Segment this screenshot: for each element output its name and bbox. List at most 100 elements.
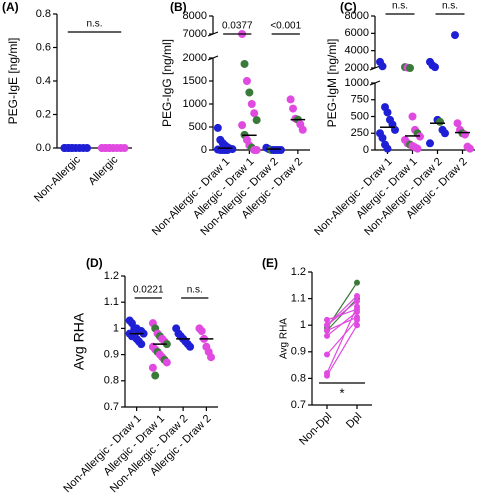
y-axis-label: PEG-IgE [ng/ml]: [6, 38, 20, 125]
y-axis-label: PEG-IgM [ng/ml]: [325, 39, 339, 128]
data-point: [406, 64, 414, 72]
data-point: [413, 144, 422, 153]
y-tick-label: 0.2: [36, 108, 51, 120]
y-tick-label: 1.1: [104, 296, 119, 308]
y-tick-label: 0: [201, 144, 207, 156]
data-point: [378, 133, 387, 142]
data-point: [242, 77, 251, 85]
data-point: [250, 109, 259, 118]
y-tick-label: 0: [363, 144, 369, 156]
data-point: [276, 146, 285, 154]
data-point: [378, 62, 387, 71]
y-tick-label: 1500: [183, 75, 207, 87]
data-point: [354, 303, 360, 310]
data-point: [238, 121, 247, 130]
panel-label: (B): [170, 0, 187, 14]
y-tick-label: 0.0: [36, 142, 51, 154]
y-tick-label: 500: [351, 110, 369, 122]
y-tick-label: 1: [300, 319, 306, 331]
data-point: [451, 31, 459, 40]
y-tick-label: 250: [351, 127, 369, 139]
y-tick-label: 6000: [345, 27, 369, 39]
panel-label: (D): [86, 256, 103, 270]
data-point: [383, 108, 392, 117]
data-point: [354, 279, 360, 286]
pair-line: [326, 300, 358, 326]
comparison-label: n.s.: [187, 285, 203, 296]
data-point: [324, 327, 330, 334]
y-tick-label: 4000: [345, 45, 369, 57]
data-point: [324, 351, 330, 358]
data-point: [426, 139, 434, 148]
panel-label: (C): [340, 0, 357, 14]
pair-line: [326, 319, 358, 355]
data-point: [240, 59, 249, 68]
y-tick-label: 500: [189, 121, 207, 133]
data-point: [162, 358, 171, 367]
y-tick-label: 0.8: [104, 375, 119, 387]
data-point: [105, 144, 114, 152]
y-tick-label: 1.2: [291, 266, 306, 278]
data-point: [466, 144, 474, 153]
data-point: [461, 130, 469, 139]
axis-break: [207, 55, 219, 61]
comparison-label: 0.0377: [222, 21, 253, 32]
x-tick-label: Non-Dpl: [297, 411, 334, 448]
data-point: [252, 116, 261, 125]
data-point: [354, 292, 360, 299]
data-point: [197, 327, 206, 336]
data-point: [245, 88, 254, 97]
data-point: [186, 342, 195, 351]
data-point: [453, 119, 462, 128]
data-point: [298, 125, 307, 134]
data-point: [252, 146, 261, 154]
data-point: [151, 371, 160, 380]
data-point: [383, 144, 392, 153]
x-tick-label: Non-Allergic: [32, 153, 83, 204]
y-tick-label: 8000: [345, 10, 369, 22]
y-tick-label: 1000: [183, 98, 207, 110]
y-tick-label: 2000: [183, 52, 207, 64]
y-tick-label: 0.4: [36, 75, 51, 87]
data-point: [324, 322, 330, 329]
y-tick-label: 0.9: [291, 346, 306, 358]
data-point: [213, 123, 222, 132]
data-point: [83, 144, 91, 152]
data-point: [354, 314, 360, 321]
x-tick-label: Dpl: [344, 411, 364, 431]
comparison-label: n.s.: [86, 19, 102, 30]
pair-line: [326, 324, 358, 377]
y-tick-label: 7000: [183, 28, 207, 40]
y-tick-label: 0.8: [291, 372, 306, 384]
panel-label: (A): [2, 0, 19, 14]
data-point: [148, 363, 157, 372]
y-tick-label: 1.2: [104, 270, 119, 282]
y-axis-label: PEG-IgG [ng/ml]: [160, 39, 174, 127]
data-point: [324, 332, 330, 339]
data-point: [324, 372, 330, 379]
data-point: [431, 63, 439, 72]
pair-line: [326, 306, 358, 374]
axis-break: [369, 80, 381, 86]
y-axis-label: Avg RHA: [279, 318, 290, 359]
y-tick-label: 1: [113, 322, 119, 334]
y-tick-label: 1.1: [291, 293, 306, 305]
data-point: [120, 144, 129, 152]
pair-line: [326, 308, 358, 321]
data-point: [247, 100, 256, 108]
comparison-label: *: [339, 385, 344, 400]
comparison-label: <0.001: [270, 21, 301, 32]
data-point: [289, 104, 298, 113]
data-point: [207, 353, 216, 362]
y-tick-label: 0.6: [36, 41, 51, 53]
y-tick-label: 0.8: [36, 8, 51, 20]
comparison-label: n.s.: [392, 1, 408, 12]
data-point: [324, 316, 330, 323]
data-point: [286, 95, 295, 104]
comparison-label: n.s.: [442, 1, 458, 12]
data-point: [354, 322, 360, 329]
y-tick-label: 1000: [345, 77, 369, 89]
y-tick-label: 750: [351, 94, 369, 106]
panel-label: (E): [262, 256, 278, 270]
